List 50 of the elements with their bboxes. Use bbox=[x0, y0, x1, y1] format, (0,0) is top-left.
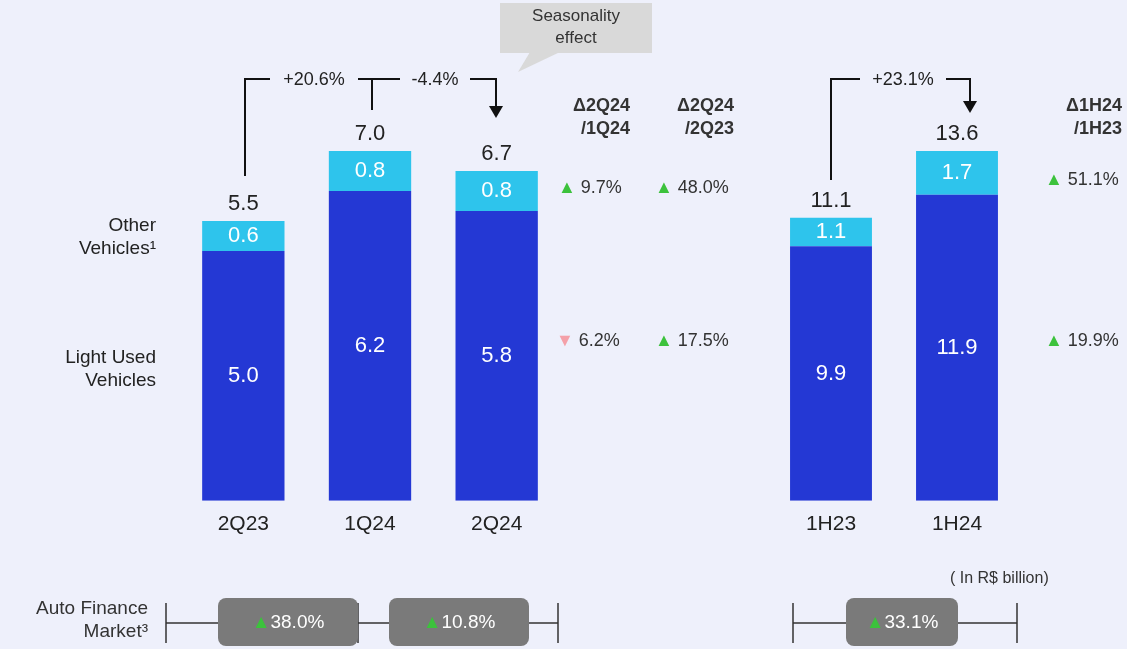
annotation: ▼ 6.2% bbox=[556, 329, 621, 352]
data-label: 0.8 bbox=[481, 177, 512, 202]
total-label: 11.1 bbox=[810, 186, 852, 212]
text: Δ1H24 /1H23 bbox=[1065, 94, 1122, 140]
x-tick-label: 1Q24 bbox=[344, 511, 397, 535]
bar bbox=[328, 190, 412, 501]
x-tick-label: 1H24 bbox=[931, 511, 983, 535]
text: ▲ 19.9% bbox=[1045, 329, 1120, 352]
bar bbox=[455, 170, 538, 211]
bar bbox=[328, 150, 412, 191]
text: ( In R$ billion) bbox=[950, 568, 1050, 588]
text: Δ2Q24 /2Q23 bbox=[676, 94, 734, 140]
text: -4.4% bbox=[400, 68, 470, 91]
data-label: 5.8 bbox=[481, 341, 512, 367]
text: ▲ 17.5% bbox=[655, 329, 730, 352]
bar bbox=[916, 150, 998, 195]
text: ▲10.8% bbox=[389, 598, 529, 646]
text: Auto Finance Market³ bbox=[35, 596, 148, 642]
total-label: 13.6 bbox=[935, 120, 979, 146]
data-label: 0.6 bbox=[228, 221, 259, 247]
text: Seasonality effect bbox=[500, 3, 652, 53]
data-label: 0.8 bbox=[354, 157, 386, 183]
x-tick-label: 2Q23 bbox=[217, 511, 270, 535]
bar bbox=[455, 210, 538, 501]
annotation: ▲ 9.7% bbox=[558, 176, 623, 199]
data-label: 6.2 bbox=[354, 331, 386, 357]
total-label: 6.7 bbox=[481, 140, 512, 166]
total-label: 7.0 bbox=[354, 120, 386, 146]
bar bbox=[202, 250, 285, 501]
text: ▲38.0% bbox=[218, 598, 358, 646]
data-label: 5.0 bbox=[228, 361, 259, 387]
text: +23.1% bbox=[860, 68, 946, 91]
text: ▲ 51.1% bbox=[1045, 168, 1120, 191]
text: ▲ 48.0% bbox=[655, 176, 730, 199]
data-label: 1.7 bbox=[941, 158, 973, 184]
text: Other Vehicles¹ bbox=[77, 213, 156, 259]
text: Light Used Vehicles bbox=[64, 345, 156, 391]
x-tick-label: 2Q24 bbox=[470, 511, 523, 535]
data-label: 1.1 bbox=[815, 218, 847, 244]
text: Δ2Q24 /1Q24 bbox=[572, 94, 630, 140]
bar bbox=[790, 246, 872, 501]
bar bbox=[790, 217, 872, 247]
data-label: 11.9 bbox=[936, 333, 978, 359]
data-label: 9.9 bbox=[815, 359, 847, 385]
bar bbox=[916, 194, 998, 501]
text: +20.6% bbox=[270, 68, 358, 91]
bar bbox=[202, 220, 285, 251]
total-label: 5.5 bbox=[228, 189, 259, 215]
text: ▲33.1% bbox=[846, 598, 958, 646]
x-tick-label: 1H23 bbox=[805, 511, 857, 535]
